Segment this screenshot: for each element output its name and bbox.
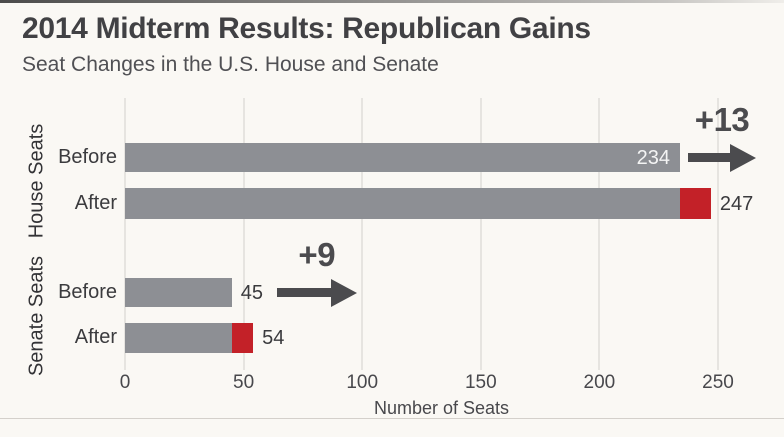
gridline [361, 98, 364, 370]
bar-house-after [125, 188, 681, 219]
x-axis-label: Number of Seats [373, 398, 510, 418]
row-label-senate-after: After [74, 326, 117, 348]
gain-annotation: +13 [694, 100, 750, 138]
gain-annotation: +9 [298, 235, 336, 273]
gridline [598, 98, 601, 370]
x-tick-label: 150 [464, 372, 497, 393]
axis-group-label: House Seats [25, 123, 48, 239]
bar-senate-after [125, 323, 232, 353]
axis-group-label: Senate Seats [25, 255, 48, 377]
row-label-senate-before: Before [58, 280, 117, 303]
gain-arrow-icon [688, 143, 757, 172]
chart-subtitle: Seat Changes in the U.S. House and Senat… [22, 53, 439, 76]
gridline [242, 98, 245, 370]
gridline [479, 98, 482, 370]
gain-arrow-icon [276, 278, 357, 307]
plot-area: 0 50 100 150 200 250 Before 234 After 247 +13 Befor… [58, 98, 757, 393]
gain-arrow-shaft [276, 288, 331, 297]
x-tick-label: 100 [346, 372, 379, 393]
value-label-senate-after: 54 [262, 327, 285, 349]
value-label-house-after: 247 [719, 192, 754, 215]
gridline [717, 98, 719, 370]
chart-title: 2014 Midterm Results: Republican Gains [22, 12, 591, 45]
x-tick-label: 0 [119, 372, 131, 393]
x-tick-label: 50 [233, 372, 255, 393]
x-tick-label: 200 [583, 372, 616, 393]
value-label-house-before: 234 [636, 146, 671, 169]
bar-senate-after-gain [231, 323, 254, 353]
bottom-edge-line [0, 418, 784, 419]
bar-house-after-gain [680, 188, 711, 219]
gain-arrow-head [730, 143, 757, 172]
bar-senate-before [125, 278, 232, 307]
value-label-senate-before: 45 [240, 281, 263, 304]
x-tick-label: 250 [702, 372, 734, 393]
bar-house-before [125, 143, 681, 172]
row-label-house-after: After [74, 191, 117, 214]
row-label-house-before: Before [58, 145, 117, 168]
gridline [124, 98, 126, 370]
top-edge-shadow [0, 0, 784, 3]
gain-arrow-head [330, 278, 357, 307]
gain-arrow-shaft [688, 153, 731, 162]
